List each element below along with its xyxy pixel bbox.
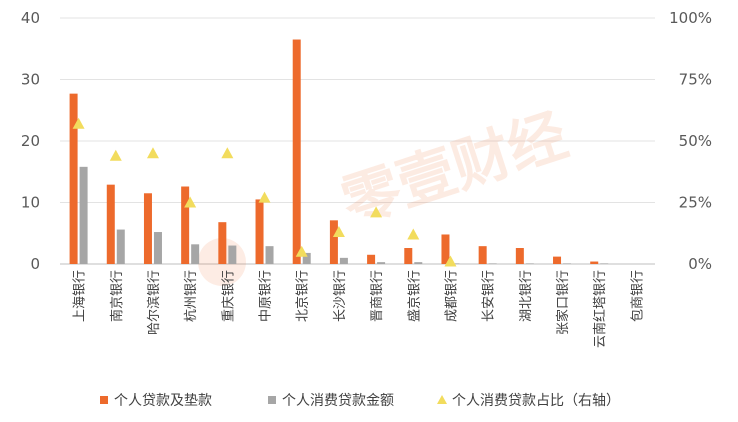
category-label: 成都银行 bbox=[444, 270, 459, 322]
marker-consumer-ratio bbox=[109, 149, 122, 161]
category-label: 云南红塔银行 bbox=[592, 270, 608, 348]
bar-personal-loans bbox=[329, 220, 338, 264]
bar-consumer-loans bbox=[191, 244, 200, 264]
bar-personal-loans bbox=[106, 184, 115, 264]
bar-personal-loans bbox=[255, 199, 264, 264]
category-label: 哈尔滨银行 bbox=[146, 270, 162, 335]
y-left-tick-label: 20 bbox=[21, 132, 40, 150]
marker-consumer-ratio bbox=[332, 226, 345, 238]
bar-personal-loans bbox=[590, 261, 599, 264]
y-left-tick-label: 40 bbox=[21, 9, 40, 27]
y-right-tick-label: 50% bbox=[679, 132, 712, 150]
bar-personal-loans bbox=[367, 254, 376, 264]
bar-consumer-loans bbox=[563, 263, 572, 264]
category-label: 上海银行 bbox=[73, 270, 88, 322]
y-right-tick-label: 0% bbox=[688, 255, 712, 273]
bar-consumer-loans bbox=[451, 263, 460, 264]
bar-personal-loans bbox=[292, 39, 301, 265]
bar-consumer-loans bbox=[265, 246, 274, 264]
bar-consumer-loans bbox=[488, 263, 497, 264]
marker-consumer-ratio bbox=[221, 147, 234, 159]
marker-consumer-ratio bbox=[146, 147, 159, 159]
bar-consumer-loans bbox=[377, 262, 386, 264]
category-label: 湖北银行 bbox=[519, 270, 534, 322]
bar-personal-loans bbox=[441, 234, 450, 264]
category-label: 盛京银行 bbox=[407, 270, 422, 322]
category-label: 重庆银行 bbox=[220, 270, 236, 322]
category-label: 北京银行 bbox=[296, 270, 311, 322]
bar-consumer-loans bbox=[339, 257, 348, 264]
marker-consumer-ratio bbox=[370, 206, 383, 218]
y-left-tick-label: 10 bbox=[21, 194, 40, 212]
bar-personal-loans bbox=[69, 93, 78, 265]
bar-personal-loans bbox=[478, 246, 487, 264]
legend: 个人贷款及垫款 个人消费贷款金额 个人消费贷款占比（右轴） bbox=[100, 393, 620, 409]
y-right-tick-label: 25% bbox=[679, 194, 712, 212]
x-axis-categories: 上海银行 南京银行 哈尔滨银行 杭州银行 重庆银行 中原银行 北京银行 长沙银行 晋商银行 盛京银… bbox=[73, 270, 646, 348]
category-label: 长沙银行 bbox=[333, 270, 348, 322]
category-label: 张家口银行 bbox=[555, 270, 571, 335]
bar-personal-loans bbox=[181, 186, 190, 264]
legend-swatch bbox=[268, 396, 276, 404]
y-left-tick-label: 30 bbox=[21, 71, 40, 89]
marker-consumer-ratio bbox=[444, 255, 457, 267]
bar-consumer-loans bbox=[79, 166, 88, 264]
y-left-tick-label: 0 bbox=[30, 255, 40, 273]
category-label: 杭州银行 bbox=[184, 270, 199, 322]
legend-label: 个人消费贷款金额 bbox=[282, 393, 394, 409]
y-right-tick-label: 75% bbox=[679, 71, 712, 89]
legend-swatch bbox=[100, 396, 108, 404]
bar-personal-loans bbox=[515, 248, 524, 264]
watermark-text: 零壹财经 bbox=[333, 101, 575, 237]
marker-consumer-ratio bbox=[407, 228, 420, 240]
bar-personal-loans bbox=[143, 193, 152, 264]
bar-consumer-loans bbox=[600, 263, 609, 264]
y-axis-left: 0 10 20 30 40 bbox=[21, 9, 40, 273]
category-label: 南京银行 bbox=[109, 270, 125, 322]
marker-consumer-ratio bbox=[258, 191, 271, 203]
bar-consumer-loans bbox=[302, 252, 311, 264]
category-label: 长安银行 bbox=[482, 270, 497, 322]
y-right-tick-label: 100% bbox=[669, 9, 712, 27]
marker-consumer-ratio bbox=[72, 117, 85, 129]
legend-swatch bbox=[437, 395, 447, 404]
bar-personal-loans bbox=[218, 222, 227, 264]
y-axis-right: 0% 25% 50% 75% 100% bbox=[669, 9, 712, 273]
bar-personal-loans bbox=[404, 248, 413, 264]
category-label: 晋商银行 bbox=[370, 270, 385, 322]
marker-consumer-ratio bbox=[184, 196, 197, 208]
marker-consumer-ratio bbox=[295, 245, 308, 257]
category-label: 中原银行 bbox=[259, 270, 274, 322]
bar-consumer-loans bbox=[525, 263, 534, 264]
markers-layer bbox=[72, 117, 457, 267]
bar-consumer-loans bbox=[414, 262, 423, 264]
legend-label: 个人消费贷款占比（右轴） bbox=[452, 393, 620, 409]
bars-layer bbox=[69, 39, 609, 265]
bar-consumer-loans bbox=[228, 245, 237, 264]
bar-consumer-loans bbox=[116, 229, 125, 264]
category-label: 包商银行 bbox=[630, 270, 645, 322]
bar-consumer-loans bbox=[153, 232, 162, 264]
bar-personal-loans bbox=[553, 256, 562, 264]
legend-label: 个人贷款及垫款 bbox=[114, 393, 212, 409]
